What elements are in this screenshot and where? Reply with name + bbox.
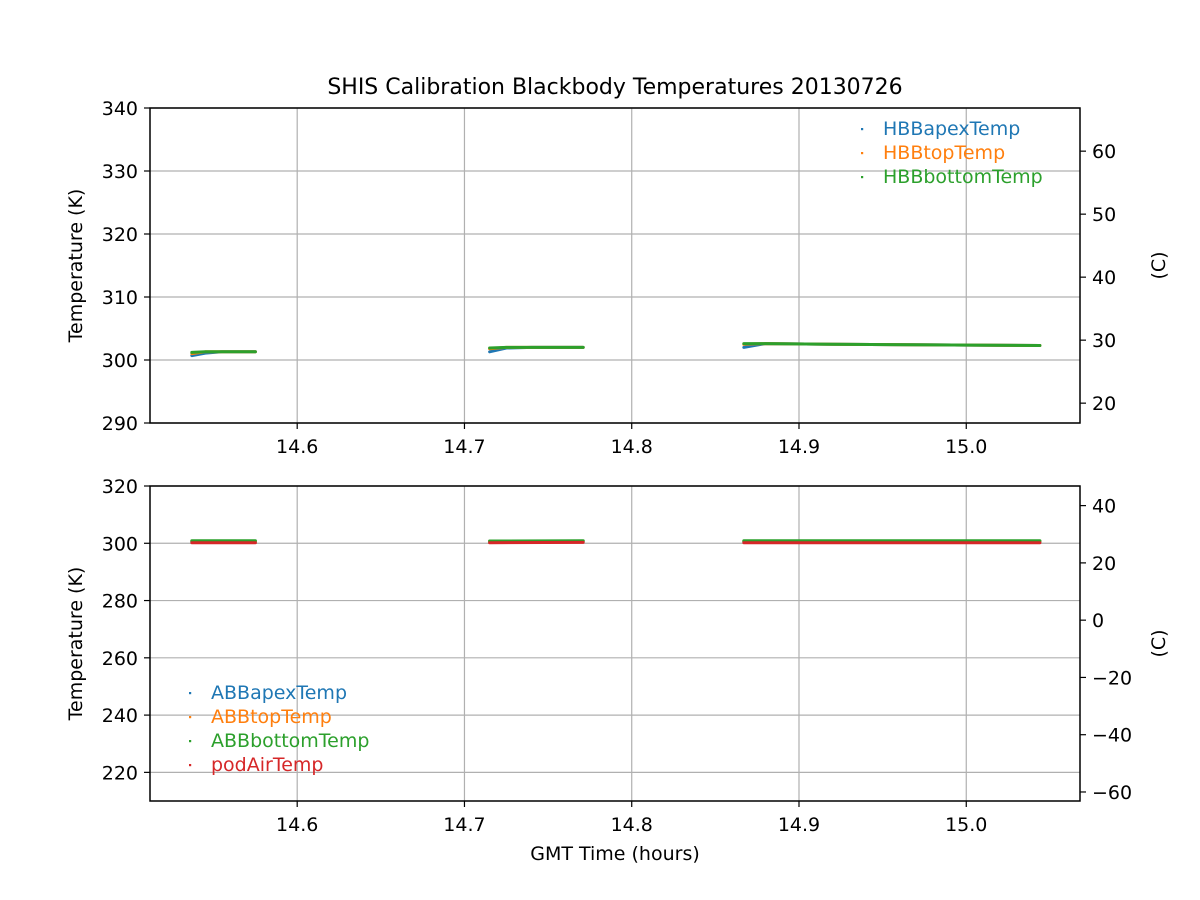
x-tick-label: 14.8	[611, 814, 653, 836]
y-right-tick-label: 60	[1092, 141, 1116, 163]
x-tick-label: 14.9	[778, 814, 820, 836]
legend-marker-ABBbottomTemp	[189, 740, 192, 743]
y-axis-label: Temperature (K)	[65, 567, 87, 722]
legend-label-HBBtopTemp: HBBtopTemp	[883, 142, 1005, 164]
x-tick-label: 14.7	[443, 436, 485, 458]
y-right-axis-label: (C)	[1148, 629, 1170, 657]
legend-label-ABBapexTemp: ABBapexTemp	[211, 682, 347, 704]
y-tick-label: 320	[102, 224, 138, 246]
x-tick-label: 14.7	[443, 814, 485, 836]
y-right-tick-label: 20	[1092, 553, 1116, 575]
y-tick-label: 280	[102, 591, 138, 613]
y-tick-label: 290	[102, 413, 138, 435]
x-tick-label: 14.6	[276, 814, 318, 836]
x-axis-label: GMT Time (hours)	[530, 843, 700, 865]
y-right-tick-label: 30	[1092, 330, 1116, 352]
plot-frame	[149, 485, 1081, 802]
y-tick-label: 320	[102, 476, 138, 498]
legend-label-HBBapexTemp: HBBapexTemp	[883, 118, 1020, 140]
y-right-axis-label: (C)	[1148, 251, 1170, 279]
legend-marker-podAirTemp	[189, 764, 192, 767]
x-tick-label: 15.0	[945, 814, 987, 836]
y-right-tick-label: −20	[1092, 667, 1132, 689]
bottom-panel: 14.6 14.7 14.8 14.9 15.0 220 240 260 280 300 320 −6…	[65, 476, 1170, 836]
x-tick-label: 14.8	[611, 436, 653, 458]
y-tick-label: 240	[102, 705, 138, 727]
y-tick-label: 220	[102, 762, 138, 784]
plot-frame	[149, 107, 1081, 424]
y-right-tick-label: −40	[1092, 725, 1132, 747]
y-right-tick-label: −60	[1092, 782, 1132, 804]
x-tick-label: 15.0	[945, 436, 987, 458]
top-panel: 14.6 14.7 14.8 14.9 15.0 290 300 310 320 330 340 20…	[65, 98, 1170, 458]
legend-marker-ABBtopTemp	[189, 716, 192, 719]
series-HBBbottomTemp	[742, 342, 1042, 347]
y-right-tick-label: 40	[1092, 496, 1116, 518]
y-tick-label: 310	[102, 287, 138, 309]
legend-label-ABBtopTemp: ABBtopTemp	[211, 706, 332, 728]
y-right-tick-label: 50	[1092, 204, 1116, 226]
y-axis-label: Temperature (K)	[65, 189, 87, 344]
y-right-tick-label: 40	[1092, 267, 1116, 289]
series-HBBbottomTemp	[190, 350, 257, 354]
y-tick-label: 340	[102, 98, 138, 120]
y-tick-label: 300	[102, 350, 138, 372]
legend-marker-HBBtopTemp	[861, 152, 864, 155]
legend-marker-HBBapexTemp	[861, 128, 864, 131]
legend-label-podAirTemp: podAirTemp	[211, 754, 323, 776]
legend-marker-HBBbottomTemp	[861, 176, 864, 179]
y-right-tick-label: 20	[1092, 393, 1116, 415]
chart-title: SHIS Calibration Blackbody Temperatures …	[327, 75, 902, 100]
y-tick-label: 300	[102, 533, 138, 555]
x-tick-label: 14.9	[778, 436, 820, 458]
x-tick-label: 14.6	[276, 436, 318, 458]
legend-label-ABBbottomTemp: ABBbottomTemp	[211, 730, 369, 752]
y-right-tick-label: 0	[1092, 610, 1104, 632]
legend-label-HBBbottomTemp: HBBbottomTemp	[883, 166, 1043, 188]
series-HBBbottomTemp	[488, 345, 585, 350]
legend-marker-ABBapexTemp	[189, 692, 192, 695]
y-tick-label: 260	[102, 648, 138, 670]
y-tick-label: 330	[102, 161, 138, 183]
